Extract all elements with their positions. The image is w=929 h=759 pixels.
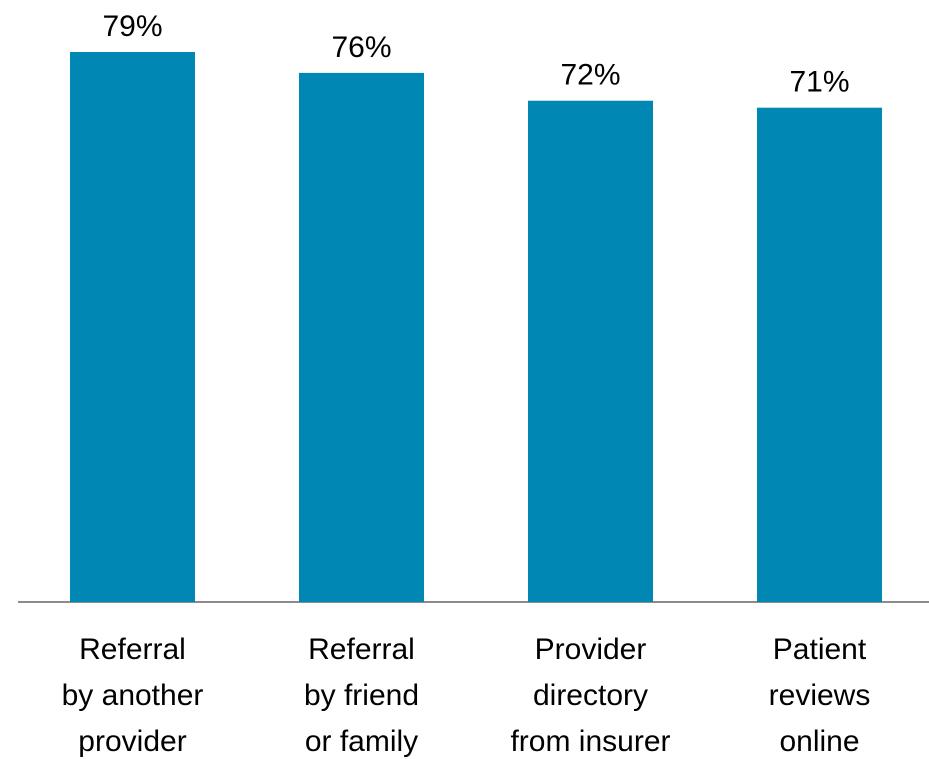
x-tick-label: Patient — [773, 633, 867, 666]
value-label: 76% — [331, 31, 391, 64]
x-tick-label: or family — [305, 725, 418, 758]
bar — [528, 100, 653, 602]
x-tick-label: Provider — [535, 633, 647, 666]
bar — [299, 72, 424, 602]
bar — [70, 52, 195, 602]
bar — [757, 107, 882, 603]
value-label: 71% — [789, 66, 849, 99]
x-tick-label: by another — [62, 679, 204, 712]
x-tick-label: Referral — [308, 633, 415, 666]
x-tick-label: online — [779, 725, 859, 758]
value-label: 72% — [560, 59, 620, 92]
x-tick-label: by friend — [304, 679, 419, 712]
x-tick-label: from insurer — [510, 725, 670, 758]
x-tick-label: Referral — [79, 633, 186, 666]
x-tick-label: reviews — [769, 679, 871, 712]
value-label: 79% — [102, 10, 162, 43]
x-tick-label: provider — [78, 725, 186, 758]
x-tick-label: directory — [533, 679, 648, 712]
